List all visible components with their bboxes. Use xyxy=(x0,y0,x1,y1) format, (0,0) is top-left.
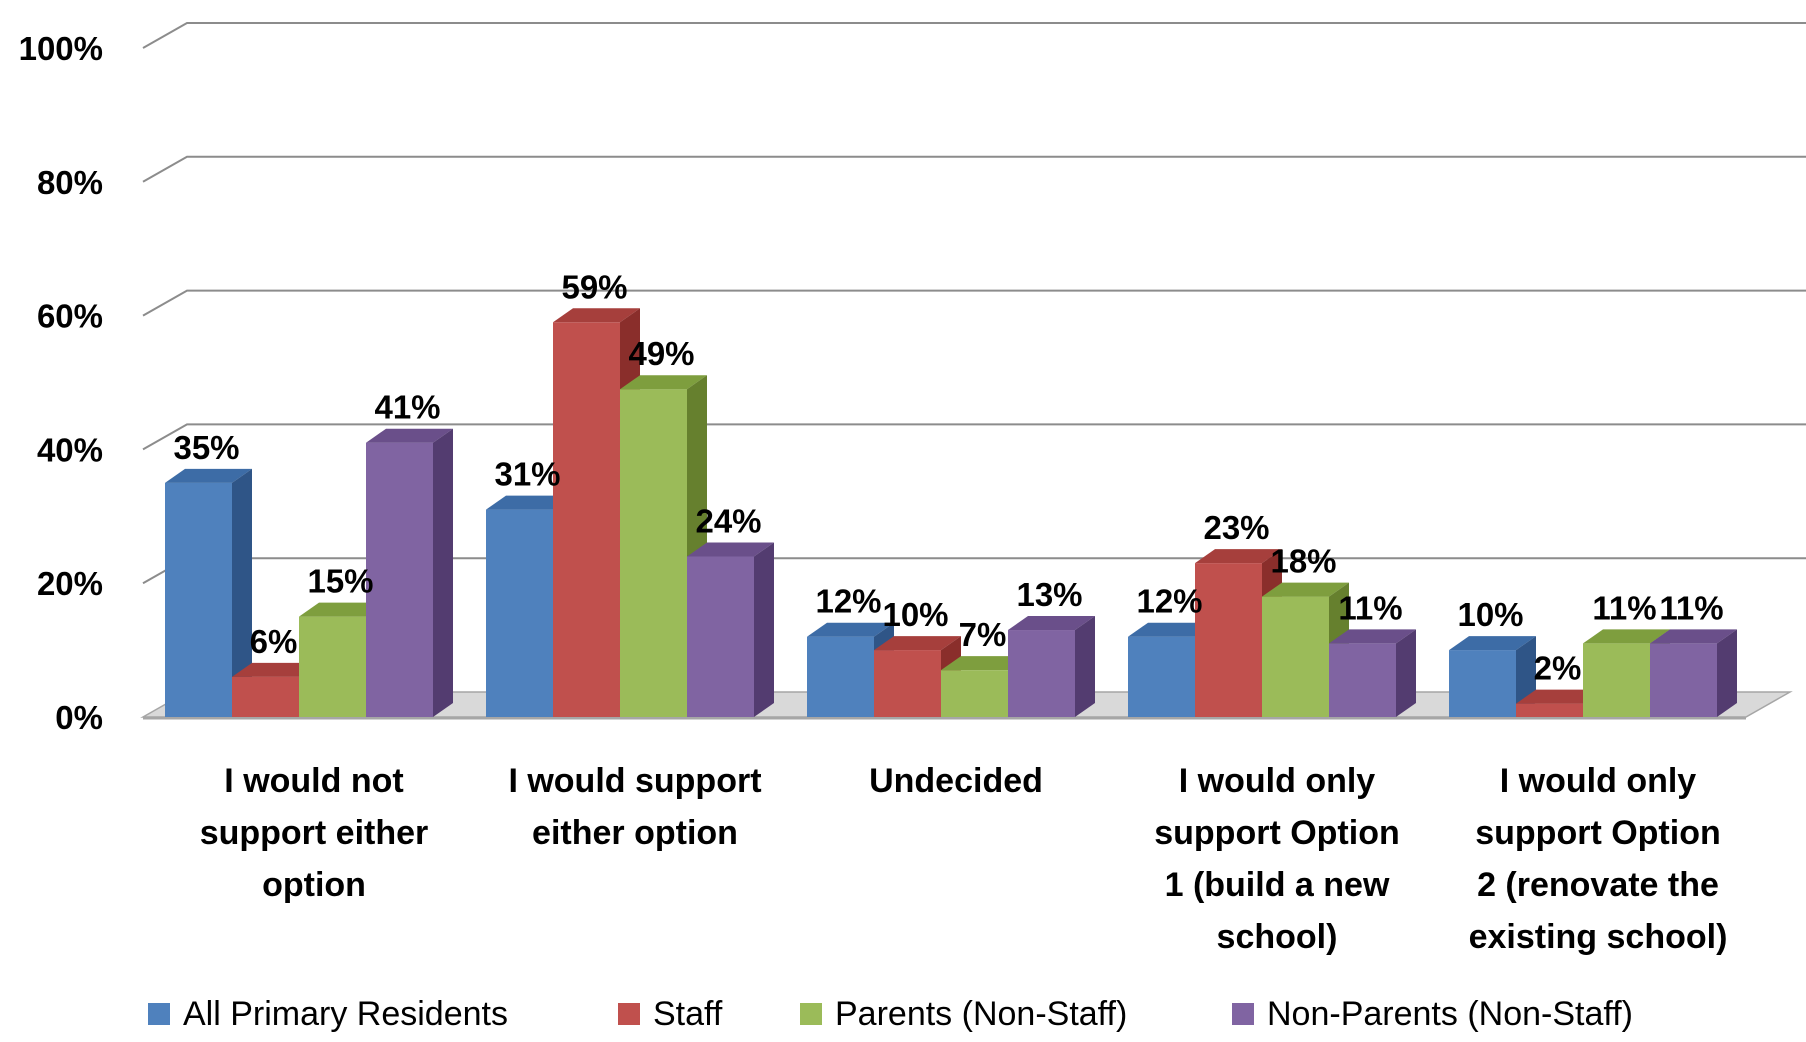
data-label: 31% xyxy=(494,456,560,493)
y-axis-ticks: 0% 20% 40% 60% 80% 100% xyxy=(19,30,103,736)
y-tick-label: 0% xyxy=(55,699,103,736)
bar xyxy=(366,428,453,717)
data-label: 49% xyxy=(628,335,694,372)
data-label: 15% xyxy=(307,563,373,600)
x-category-label: Undecided xyxy=(869,762,1043,800)
legend-label: Parents (Non-Staff) xyxy=(835,995,1127,1033)
data-label: 59% xyxy=(561,268,627,305)
data-label: 6% xyxy=(250,623,298,660)
gridline xyxy=(142,22,1806,49)
legend-item: Non-Parents (Non-Staff) xyxy=(1232,995,1633,1033)
y-tick-label: 100% xyxy=(19,30,103,67)
legend-item: Staff xyxy=(618,995,723,1033)
gridline xyxy=(142,423,1806,451)
data-label: 11% xyxy=(1659,589,1723,626)
data-label: 35% xyxy=(173,429,239,466)
y-tick-label: 60% xyxy=(37,298,103,335)
bars xyxy=(165,308,1737,717)
x-category-label: I would support either option xyxy=(508,762,761,852)
y-tick-label: 20% xyxy=(37,565,103,602)
bar xyxy=(1650,629,1737,717)
data-label: 13% xyxy=(1016,576,1082,613)
bar xyxy=(1329,629,1416,717)
data-label: 41% xyxy=(374,389,440,426)
data-label: 12% xyxy=(815,583,881,620)
legend-label: Staff xyxy=(653,995,723,1033)
legend-item: Parents (Non-Staff) xyxy=(800,995,1127,1033)
data-label: 18% xyxy=(1270,543,1336,580)
legend: All Primary Residents Staff Parents (Non-S… xyxy=(148,995,1633,1033)
data-label: 12% xyxy=(1136,583,1202,620)
data-label: 11% xyxy=(1338,589,1402,626)
legend-label: All Primary Residents xyxy=(183,995,508,1033)
legend-label: Non-Parents (Non-Staff) xyxy=(1267,995,1633,1033)
bar xyxy=(687,542,774,717)
y-tick-label: 40% xyxy=(37,431,103,468)
data-label: 10% xyxy=(882,596,948,633)
x-category-label: I would not support either option xyxy=(200,762,429,904)
gridline xyxy=(142,155,1806,183)
legend-item: All Primary Residents xyxy=(148,995,508,1033)
data-label: 23% xyxy=(1203,509,1269,546)
x-category-label: I would only support Option 1 (build a new… xyxy=(1154,762,1400,956)
data-label: 10% xyxy=(1457,596,1523,633)
gridline xyxy=(142,289,1806,317)
bar xyxy=(1008,616,1095,717)
x-axis-categories: I would not support either option I would s… xyxy=(200,762,1728,956)
bar xyxy=(165,468,252,717)
data-label: 11% xyxy=(1592,589,1656,626)
data-label: 7% xyxy=(959,616,1007,653)
data-label: 24% xyxy=(695,502,761,539)
x-category-label: I would only support Option 2 (renovate th… xyxy=(1469,762,1728,956)
data-labels: 35%6%15%41%31%59%49%24%12% 10%7%13% 12%23%… xyxy=(173,268,1723,686)
y-tick-label: 80% xyxy=(37,164,103,201)
data-label: 2% xyxy=(1534,650,1582,687)
